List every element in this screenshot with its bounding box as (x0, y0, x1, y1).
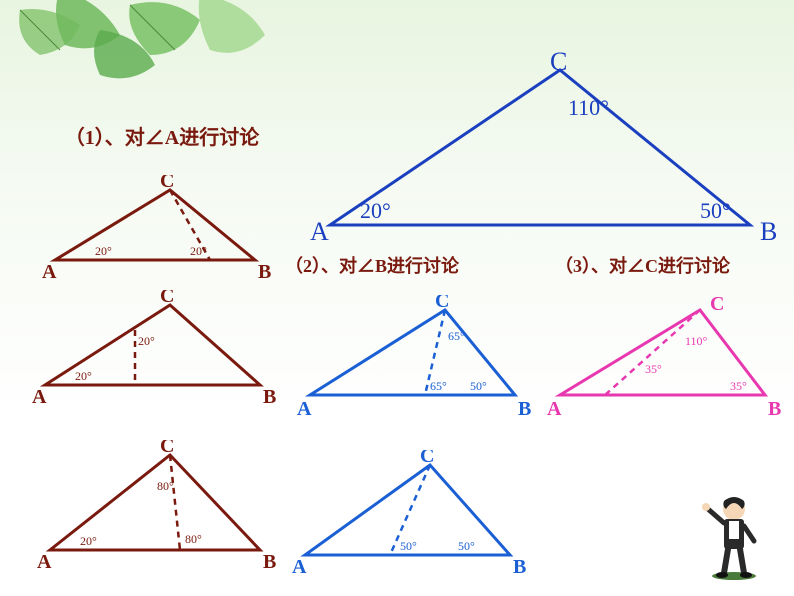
red-triangle-2: A B C 20° 20° (30, 290, 280, 410)
leaf-decoration (0, 0, 350, 120)
svg-text:C: C (710, 295, 724, 315)
heading-angle-a: （1）、对∠A进行讨论 (62, 125, 262, 151)
svg-text:50°: 50° (458, 539, 475, 553)
svg-text:B: B (513, 556, 526, 578)
svg-text:20°: 20° (95, 244, 112, 258)
pink-triangle: A B C 35° 110° 35° (545, 295, 785, 420)
blue-triangle-1: A B C 65° 65° 50° (295, 295, 535, 420)
svg-text:B: B (768, 398, 781, 420)
svg-text:65°: 65° (430, 379, 447, 393)
heading-angle-b: （2）、对∠B进行讨论 (285, 252, 459, 278)
svg-text:A: A (42, 261, 57, 283)
svg-text:20°: 20° (360, 198, 391, 223)
svg-text:20°: 20° (190, 244, 207, 258)
svg-text:C: C (160, 175, 174, 192)
svg-text:C: C (435, 295, 449, 312)
red-triangle-3: A B C 20° 80° 80° (35, 440, 285, 580)
svg-text:B: B (263, 386, 276, 408)
svg-text:50°: 50° (470, 379, 487, 393)
svg-text:80°: 80° (157, 479, 174, 493)
svg-text:B: B (263, 551, 276, 573)
svg-text:C: C (420, 450, 434, 467)
blue-triangle-2: A B C 50° 50° (290, 450, 530, 580)
svg-text:65°: 65° (448, 329, 465, 343)
svg-text:20°: 20° (80, 534, 97, 548)
svg-text:A: A (297, 398, 312, 420)
heading-angle-c: （3）、对∠C进行讨论 (555, 252, 730, 278)
svg-text:C: C (550, 50, 567, 76)
svg-text:B: B (518, 398, 531, 420)
svg-text:A: A (292, 556, 307, 578)
teacher-icon (694, 491, 774, 581)
svg-text:20°: 20° (75, 369, 92, 383)
red-triangle-1: A B C 20° 20° (40, 175, 280, 285)
svg-text:35°: 35° (730, 379, 747, 393)
svg-text:20°: 20° (138, 334, 155, 348)
svg-text:50°: 50° (400, 539, 417, 553)
svg-text:110°: 110° (685, 334, 708, 348)
svg-text:A: A (32, 386, 47, 408)
svg-text:A: A (310, 217, 329, 246)
svg-text:80°: 80° (185, 532, 202, 546)
svg-text:A: A (37, 551, 52, 573)
svg-text:A: A (547, 398, 562, 420)
svg-text:50°: 50° (700, 198, 731, 223)
svg-text:B: B (760, 217, 777, 246)
svg-text:C: C (160, 290, 174, 307)
svg-text:B: B (258, 261, 271, 283)
svg-text:110°: 110° (568, 95, 609, 120)
main-triangle: A B C 20° 50° 110° (300, 50, 780, 250)
svg-text:C: C (160, 440, 174, 457)
svg-text:35°: 35° (645, 362, 662, 376)
